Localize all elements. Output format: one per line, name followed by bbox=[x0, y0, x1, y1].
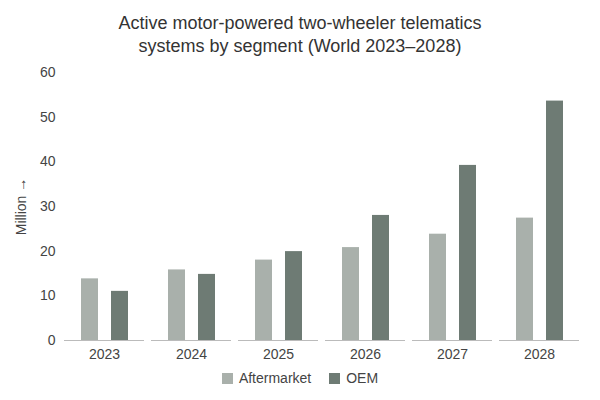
svg-text:60: 60 bbox=[40, 64, 56, 80]
svg-text:50: 50 bbox=[40, 109, 56, 125]
svg-text:20: 20 bbox=[40, 243, 56, 259]
svg-text:2023: 2023 bbox=[89, 346, 120, 362]
svg-text:2027: 2027 bbox=[437, 346, 468, 362]
html-text:Aftermarket: Aftermarket bbox=[238, 370, 312, 386]
html-text:OEM: OEM bbox=[346, 370, 379, 386]
svg-text:2025: 2025 bbox=[263, 346, 294, 362]
svg-text:40: 40 bbox=[40, 153, 56, 169]
svg-text:Million →: Million → bbox=[13, 178, 29, 236]
svg-text:2026: 2026 bbox=[350, 346, 381, 362]
svg-text:2028: 2028 bbox=[524, 346, 555, 362]
svg-text:0: 0 bbox=[48, 332, 56, 348]
svg-text:30: 30 bbox=[40, 198, 56, 214]
svg-text:2024: 2024 bbox=[176, 346, 207, 362]
html-text:Active motor-powered two-wheel: Active motor-powered two-wheeler telemat… bbox=[118, 13, 482, 56]
svg-text:10: 10 bbox=[40, 287, 56, 303]
